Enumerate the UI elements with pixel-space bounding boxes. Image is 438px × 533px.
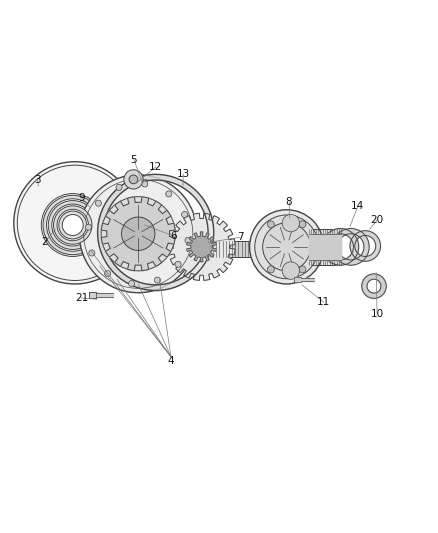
- Circle shape: [85, 224, 92, 230]
- Polygon shape: [350, 231, 381, 261]
- Circle shape: [263, 223, 311, 271]
- Circle shape: [124, 170, 143, 189]
- Polygon shape: [96, 293, 113, 297]
- Text: 12: 12: [149, 162, 162, 172]
- Polygon shape: [101, 197, 175, 271]
- Polygon shape: [294, 277, 301, 282]
- Circle shape: [62, 215, 83, 236]
- Polygon shape: [187, 232, 216, 262]
- Circle shape: [105, 271, 111, 277]
- Circle shape: [182, 212, 187, 217]
- Circle shape: [250, 210, 324, 284]
- Text: 6: 6: [170, 231, 177, 241]
- FancyBboxPatch shape: [204, 241, 261, 257]
- Circle shape: [154, 277, 160, 283]
- Circle shape: [121, 217, 155, 251]
- Text: 4: 4: [168, 356, 174, 366]
- Polygon shape: [98, 174, 214, 290]
- Circle shape: [48, 200, 97, 249]
- Text: 3: 3: [35, 175, 41, 185]
- Text: 9: 9: [78, 192, 85, 203]
- Circle shape: [46, 199, 99, 251]
- Text: 5: 5: [131, 155, 137, 165]
- Circle shape: [255, 215, 318, 279]
- Polygon shape: [362, 274, 386, 298]
- Polygon shape: [332, 229, 369, 265]
- Text: 13: 13: [177, 169, 190, 179]
- Circle shape: [268, 221, 274, 228]
- Circle shape: [57, 209, 88, 241]
- Polygon shape: [301, 278, 314, 281]
- Polygon shape: [89, 292, 96, 298]
- Text: 11: 11: [317, 297, 330, 308]
- Circle shape: [142, 181, 148, 187]
- Polygon shape: [322, 229, 359, 265]
- Text: 20: 20: [371, 215, 384, 225]
- Circle shape: [14, 161, 136, 284]
- Circle shape: [268, 266, 274, 273]
- Circle shape: [116, 184, 122, 190]
- Circle shape: [79, 175, 197, 293]
- Polygon shape: [308, 229, 341, 265]
- Text: 2: 2: [41, 238, 48, 247]
- Circle shape: [299, 266, 306, 273]
- Circle shape: [299, 221, 306, 228]
- Text: 7: 7: [237, 232, 243, 242]
- Circle shape: [101, 197, 175, 271]
- Circle shape: [129, 175, 138, 184]
- Circle shape: [185, 237, 191, 244]
- Text: 10: 10: [371, 309, 384, 319]
- Circle shape: [53, 206, 92, 244]
- Polygon shape: [308, 234, 341, 260]
- Circle shape: [59, 211, 87, 239]
- Text: 14: 14: [351, 201, 364, 211]
- Text: 21: 21: [75, 293, 88, 303]
- Text: 8: 8: [286, 197, 292, 207]
- Circle shape: [43, 195, 102, 255]
- Circle shape: [95, 200, 102, 206]
- Circle shape: [89, 250, 95, 256]
- Circle shape: [166, 191, 172, 197]
- Polygon shape: [168, 213, 235, 280]
- Circle shape: [175, 261, 181, 268]
- Circle shape: [129, 280, 135, 287]
- Circle shape: [52, 204, 94, 246]
- Circle shape: [282, 214, 300, 232]
- Circle shape: [282, 262, 300, 279]
